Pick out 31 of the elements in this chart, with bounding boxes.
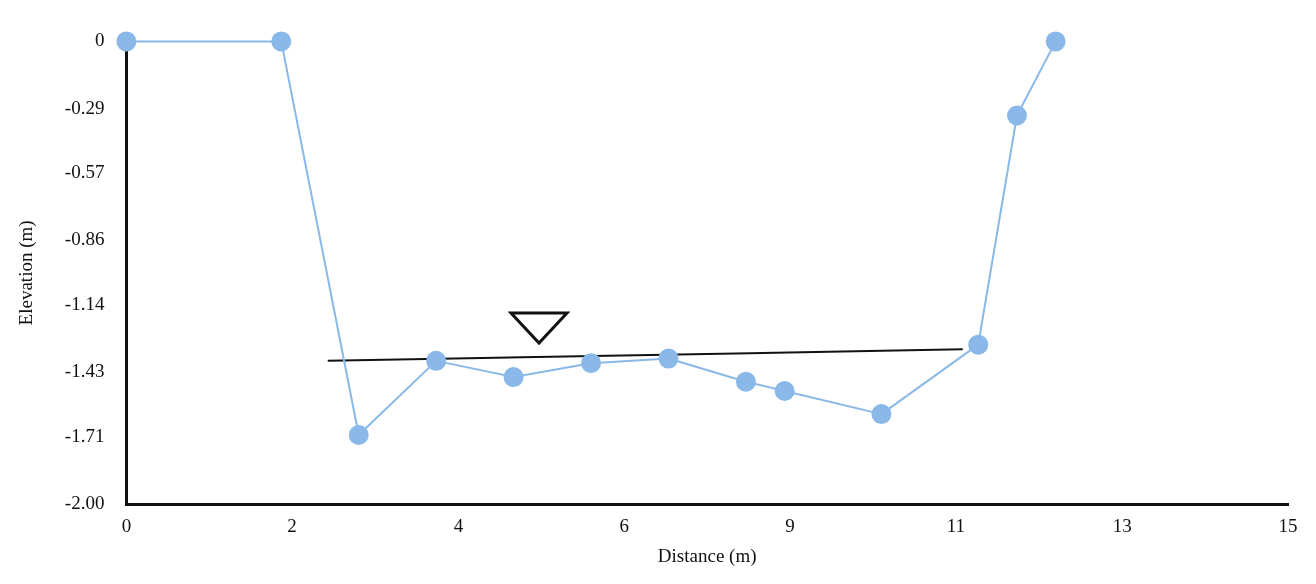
y-tick-label: -0.86 [64,228,105,250]
x-tick-label: 11 [946,514,965,536]
point [735,371,756,392]
point [271,31,292,52]
point [1006,105,1027,126]
x-axis-title: Distance (m) [657,544,757,567]
y-tick-label: -0.57 [64,161,105,183]
point [348,424,369,445]
point [581,353,602,374]
x-tick-label: 4 [453,514,464,536]
x-tick-label: 0 [121,514,132,536]
y-tick-label: -1.43 [64,360,105,382]
point [503,367,524,388]
x-tick-label: 9 [785,514,795,536]
point [774,380,795,401]
point [116,31,137,52]
x-tick-label: 6 [619,514,630,536]
point [426,350,447,371]
y-tick-label: 0 [94,29,105,51]
x-tick-label: 15 [1278,514,1298,536]
x-tick-label: 13 [1112,514,1132,536]
point [871,404,892,425]
y-tick-label: -0.29 [64,96,105,118]
point [658,348,679,369]
y-tick-label: -1.71 [64,425,105,447]
point [968,334,989,355]
x-tick-label: 2 [287,514,297,536]
y-tick-label: -1.14 [64,293,105,315]
y-tick-label: -2.00 [64,492,105,514]
point [1045,31,1066,52]
y-axis-title: Elevation (m) [15,220,38,326]
